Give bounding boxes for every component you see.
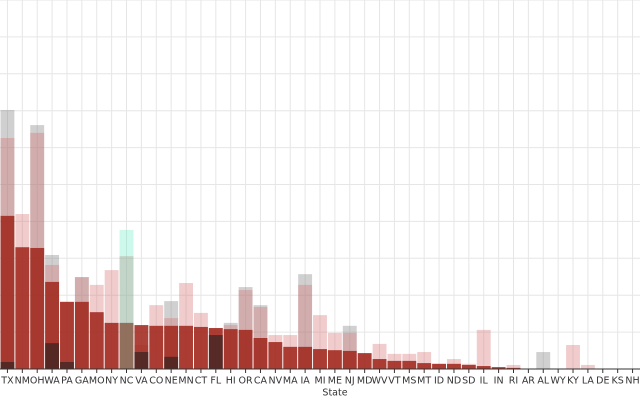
bar [74,301,89,369]
x-tick-label: VT [388,376,400,387]
bar [104,322,119,369]
bar [298,274,313,369]
bar [506,367,521,369]
x-tick-label: MS [402,376,416,387]
x-tick-label: CA [254,376,268,387]
x-tick-label: ME [328,376,342,387]
bar [387,360,402,369]
bar [45,343,60,369]
bar [89,312,104,369]
bar [536,352,551,369]
bar [164,356,179,369]
bar [417,363,432,369]
x-tick-label: CT [195,376,208,387]
x-tick-label: CO [149,376,163,387]
bar [566,345,580,369]
bar [0,215,15,369]
x-tick-label: SD [462,376,475,387]
bar [119,322,134,369]
bar [179,325,193,369]
x-tick-label: GA [75,376,89,387]
bar [476,329,491,369]
bar [491,367,506,369]
x-tick-label: MN [178,376,193,387]
bar [149,325,164,369]
x-tick-label: FL [210,376,221,387]
bar [432,363,447,369]
x-tick-label: MT [417,376,431,387]
x-tick-label: OR [239,376,253,387]
x-tick-label: DE [596,376,609,387]
bar [253,338,268,369]
bar [298,346,313,369]
bar [15,247,30,369]
x-tick-label: KS [612,376,624,387]
x-tick-label: MO [89,376,105,387]
x-tick-label: NJ [345,376,355,387]
x-tick-label: NH [625,376,639,387]
x-tick-label: NC [120,376,134,387]
x-tick-label: WY [551,376,566,387]
bar [60,361,74,369]
x-tick-label: NV [269,376,283,387]
x-tick-label: NE [165,376,178,387]
x-tick-label: WA [44,376,60,387]
x-tick-label: PA [61,376,73,387]
bar [461,364,476,369]
x-tick-label: OH [30,376,45,387]
x-tick-label: LA [582,376,595,387]
x-tick-label: AR [522,376,535,387]
x-tick-label: NY [105,376,118,387]
bar [580,364,595,369]
bar [119,229,134,369]
x-tick-label: AL [537,376,549,387]
x-tick-label: VA [135,376,148,387]
x-tick-label: TX [0,376,14,387]
bar [476,366,491,369]
x-tick-label: RI [509,376,518,387]
bar [134,352,149,369]
bar [372,359,387,369]
x-tick-label: IN [494,376,504,387]
bar [506,364,521,369]
bar [283,346,298,369]
x-tick-label: NM [15,376,30,387]
x-tick-label: ID [434,376,444,387]
x-axis-label: State [322,388,347,399]
x-tick-label: KY [567,376,579,387]
bar [402,360,417,369]
bar [357,353,372,369]
x-tick-label: IA [300,376,310,387]
bar [60,301,74,369]
x-tick-label: MD [357,376,373,387]
x-tick-label: MI [315,376,326,387]
bar [327,350,342,369]
x-tick-label: WV [372,376,388,387]
bar [30,247,45,369]
bar [223,329,238,369]
bar [193,326,208,369]
bar [0,361,15,369]
bar [342,350,357,369]
bar [208,335,223,369]
bar [238,329,253,369]
bar [268,342,283,369]
x-tick-label: MA [283,376,298,387]
x-tick-label: HI [226,376,236,387]
bar [313,349,327,369]
x-tick-label: IL [480,376,489,387]
bar [447,363,461,369]
x-tick-label: ND [447,376,461,387]
